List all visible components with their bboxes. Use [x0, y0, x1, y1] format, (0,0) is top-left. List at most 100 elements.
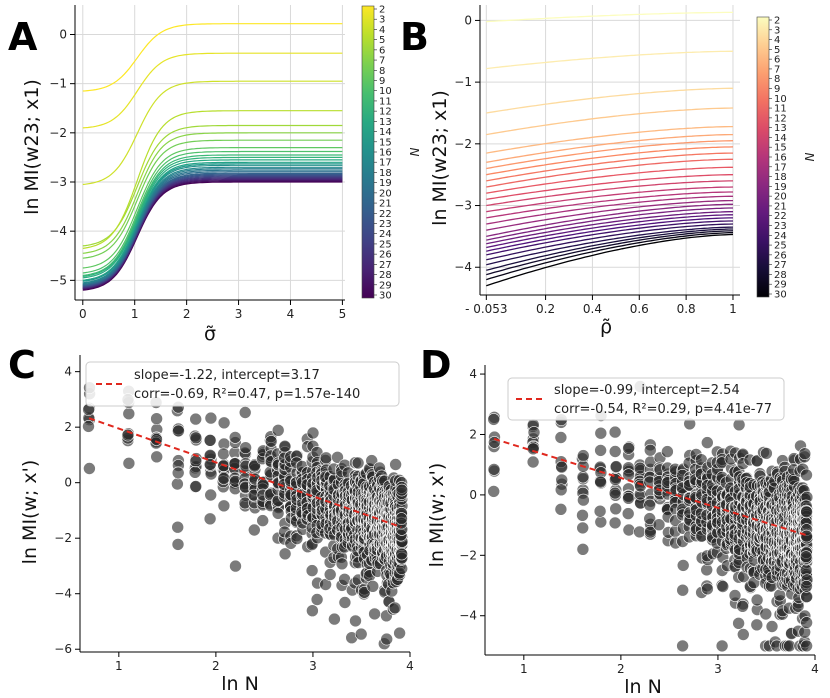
panel-d-scatter-point	[765, 620, 779, 633]
panel-a-xtick-label: 5	[339, 307, 347, 321]
panel-b-ytick-label: 0	[464, 13, 472, 27]
panel-c-scatter-point	[203, 458, 217, 471]
panel-d-scatter-point	[700, 436, 714, 449]
panel-c-scatter-point	[305, 564, 319, 577]
panel-c-scatter-point	[256, 514, 270, 527]
panel-c-legend-box	[85, 361, 400, 407]
panel-b-series-line-n5	[486, 107, 734, 136]
panel-d-scatter-point	[661, 445, 674, 458]
panel-c-ytick-label: −2	[54, 531, 72, 545]
panel-c-scatter-point	[172, 424, 185, 438]
panel-d-scatter-point	[576, 508, 589, 522]
panel-b-colorbar-tick-label: 14	[774, 133, 787, 144]
panel-b-series-line-n18	[486, 199, 733, 231]
panel-b-series-line-n15	[486, 186, 734, 213]
panel-c-legend: slope=-1.22, intercept=3.17 corr=-0.69, …	[85, 361, 400, 407]
panel-c-xtick-label: 4	[406, 659, 414, 673]
panel-d-legend-line2: corr=-0.54, R²=0.29, p=4.41e-77	[554, 402, 772, 417]
panel-c-scatter-point	[150, 450, 163, 464]
panel-a-colorbar-tick-label: 8	[379, 66, 385, 77]
panel-d-scatter-point	[577, 493, 590, 507]
panel-c-scatter-point	[328, 612, 341, 626]
panel-c-scatter-point	[278, 439, 292, 453]
panel-c-scatter-point	[395, 512, 408, 525]
panel-b-colorbar-tick-label: 30	[774, 290, 787, 301]
panel-c-scatter-point	[171, 466, 185, 480]
panel-b-series-line-n24	[486, 220, 733, 256]
panel-d-ytick-label: −4	[459, 609, 477, 623]
panel-b-series-line-n27	[486, 228, 733, 271]
panel-a-colorbar-tick-label: 27	[379, 260, 392, 271]
panel-c-scatter-point	[290, 532, 304, 545]
panel-c-scatter-point	[319, 451, 333, 465]
panel-b-ytick-label: −2	[454, 137, 472, 151]
panel-c-scatter-point	[368, 607, 381, 621]
panel-a-series-line-n28	[82, 179, 343, 290]
panel-c-scatter-point	[122, 456, 136, 470]
panel-b-xtick-label: 0.4	[583, 302, 602, 316]
panel-c-legend-line1: slope=-1.22, intercept=3.17	[134, 368, 320, 383]
panel-d-scatter-point	[750, 618, 764, 632]
panel-c-xtick-label: 3	[309, 659, 317, 673]
panel-c-scatter-point	[203, 433, 217, 447]
panel-a-series-line-n10	[82, 150, 343, 274]
panel-d-scatter-point	[554, 483, 568, 497]
panel-c-scatter-point	[217, 447, 230, 461]
panel-c-ylabel: ln MI(w; x')	[19, 460, 41, 565]
panel-c-legend-line2: corr=-0.69, R²=0.47, p=1.57e-140	[134, 387, 360, 402]
panel-c-scatter-point	[189, 431, 203, 445]
panel-a-colorbar-tick-label: 17	[379, 158, 392, 169]
panel-d-ytick-label: 4	[469, 367, 477, 381]
panel-b-colorbar-tick-label: 9	[774, 84, 780, 95]
panel-b-series-line-n14	[486, 180, 733, 207]
panel-c-scatter-point	[204, 411, 218, 425]
panel-d-scatter-point	[652, 518, 666, 532]
panel-c-scatter-point	[271, 507, 285, 520]
panel-b-series-line-n26	[486, 226, 734, 266]
panel-a-colorbar-tick-label: 9	[379, 76, 385, 87]
panel-label-d: D	[420, 343, 452, 387]
panel-c-fit-line	[88, 417, 402, 529]
panel-b-series-line-n3	[486, 50, 733, 70]
panel-b-colorbar-tick-label: 26	[774, 250, 787, 261]
panel-b-series-line-n4	[486, 87, 733, 114]
panel-b-series-line-n2	[486, 11, 733, 23]
panel-d-scatter-point	[800, 639, 813, 653]
panel-d-scatter-point	[800, 468, 813, 482]
panel-a-colorbar-tick-label: 21	[379, 199, 392, 210]
panel-d-scatter-point	[676, 639, 689, 653]
panel-b-colorbar-tick-label: 25	[774, 241, 787, 252]
panel-a-series-line-n23	[82, 174, 343, 287]
panel-c-scatter-point	[338, 596, 352, 609]
panel-d-ytick-label: −2	[459, 548, 477, 562]
panel-b-colorbar-tick-label: 10	[774, 94, 787, 105]
panel-a-colorbar-tick-label: 18	[379, 168, 392, 179]
panel-b-series-line-n11	[486, 158, 733, 188]
panel-d-scatter-point	[622, 523, 636, 537]
panel-c-scatter-point	[349, 614, 362, 628]
panel-c-scatter-point	[278, 547, 292, 561]
panel-a-ytick-label: −3	[49, 175, 67, 189]
panel-a-series-line-n4	[82, 80, 343, 186]
panel-a-colorbar-tick-label: 22	[379, 209, 392, 220]
panel-a-ytick-label: 0	[59, 28, 67, 42]
panel-b-series-line-n16	[486, 191, 733, 219]
panel-b-series-line-n30	[486, 233, 734, 287]
panel-c-scatter-point	[389, 458, 402, 471]
panel-c-scatter-point	[271, 423, 285, 437]
panel-a-xtick-label: 3	[235, 307, 243, 321]
panel-d-scatter-point	[676, 559, 690, 572]
panel-b-colorbar-tick-label: 3	[774, 25, 780, 36]
panel-b-series-line-n10	[486, 152, 733, 182]
panel-a-colorbar-tick-label: 4	[379, 25, 385, 36]
panel-d-scatter-point	[594, 475, 607, 489]
panel-c-scatter-point	[380, 632, 394, 646]
panel-a-series-line-n12	[82, 156, 343, 277]
panel-d-scatter-point	[609, 473, 622, 486]
panel-d-xtick-label: 1	[520, 662, 528, 676]
panel-d-scatter-point	[527, 426, 541, 439]
panel-d-scatter-point	[576, 449, 590, 462]
panel-c-scatter-point	[395, 483, 409, 497]
panel-c-xlabel: ln N	[221, 673, 259, 695]
panel-a-colorbar-tick-label: 10	[379, 86, 392, 97]
